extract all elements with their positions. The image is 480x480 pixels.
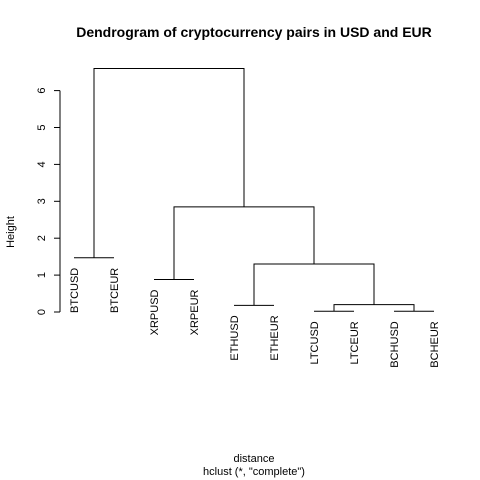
leaf-label: LTCEUR	[349, 321, 361, 364]
y-axis-label: Height	[5, 216, 17, 248]
y-tick-label: 4	[36, 161, 48, 167]
x-axis-label: distance	[234, 453, 275, 465]
y-tick-label: 6	[36, 88, 48, 94]
y-tick-label: 5	[36, 124, 48, 130]
leaf-label: LTCUSD	[309, 321, 321, 364]
y-tick-label: 1	[36, 272, 48, 278]
merge-link	[173, 206, 315, 280]
leaf-label: XRPEUR	[189, 289, 201, 335]
leaf-labels: BTCUSD BTCEUR XRPUSD XRPEUR ETHUSD ETHEUR LTCU…	[69, 268, 441, 368]
chart-title: Dendrogram of cryptocurrency pairs in US…	[76, 24, 432, 40]
leaf-label: ETHEUR	[269, 315, 281, 360]
y-axis: 0 1 2 3 4 5 6	[36, 88, 61, 315]
leaf-label: XRPUSD	[149, 289, 161, 335]
leaf-label: ETHUSD	[229, 315, 241, 360]
method-label: hclust (*, "complete")	[203, 466, 305, 478]
leaf-label: BCHEUR	[429, 321, 441, 368]
leaf-label: BCHUSD	[389, 321, 401, 368]
merge-link	[253, 263, 375, 306]
dendrogram-links	[74, 67, 434, 312]
merge-link	[333, 304, 415, 312]
leaf-label: BTCEUR	[109, 268, 121, 313]
y-tick-label: 0	[36, 309, 48, 315]
leaf-label: BTCUSD	[69, 268, 81, 313]
y-tick-label: 2	[36, 235, 48, 241]
y-tick-label: 3	[36, 198, 48, 204]
merge-link	[93, 67, 245, 258]
